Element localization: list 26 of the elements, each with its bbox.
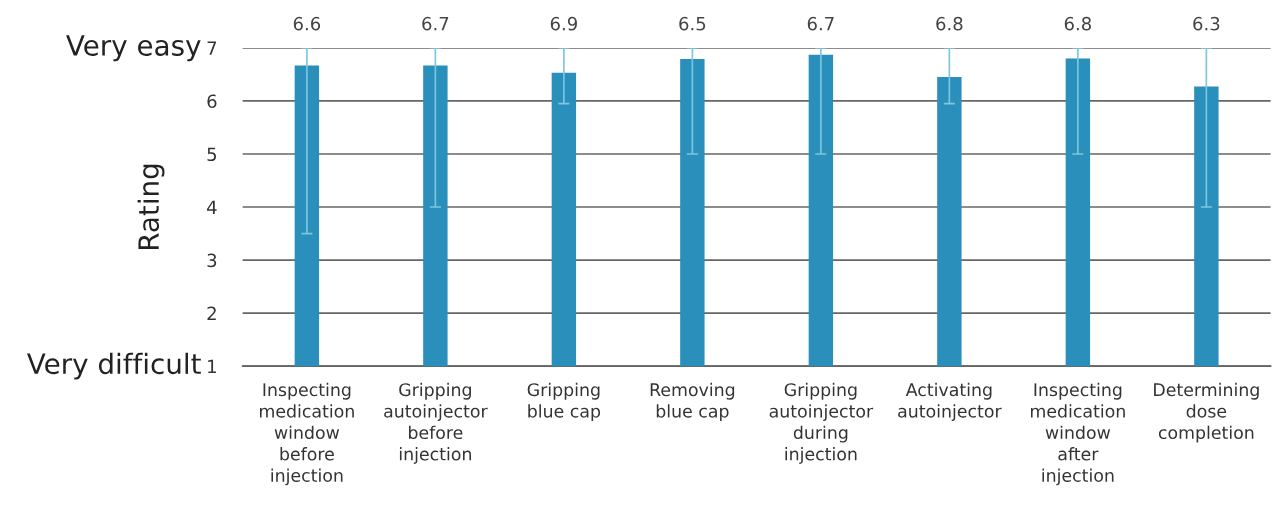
y-tick-label: 6 — [207, 94, 217, 109]
x-tick-label: Inspecting medication window after injection — [1031, 382, 1125, 486]
x-tick-label: Activating autoinjector — [898, 382, 1002, 422]
y-tick-label: 4 — [207, 200, 217, 214]
annotation: 6.7 — [807, 16, 834, 31]
x-tick-label: Gripping autoinjector before injection — [384, 382, 488, 464]
x-tick-label: Gripping blue cap — [527, 382, 601, 422]
text: Very easy — [66, 35, 201, 62]
x-tick-label: Determining dose completion — [1154, 382, 1259, 443]
y-tick-label: 7 — [207, 41, 217, 55]
annotation: 6.7 — [422, 16, 449, 31]
annotation: 6.3 — [1193, 16, 1220, 31]
y-tick-label: 2 — [207, 306, 216, 320]
y-tick-label: 3 — [207, 253, 217, 268]
y-tick-label: 1 — [208, 359, 216, 374]
x-tick-label: Gripping autoinjector during injection — [769, 382, 874, 464]
annotation: 6.5 — [679, 16, 706, 31]
annotation: 6.9 — [550, 16, 577, 31]
annotation: 6.8 — [1064, 16, 1091, 31]
x-tick-label: Removing blue cap — [650, 382, 735, 422]
y-tick-label: 5 — [207, 147, 217, 162]
text: Very difficult — [26, 352, 201, 380]
annotation: 6.8 — [936, 16, 963, 31]
y-axis-title: Rating — [137, 164, 165, 250]
x-tick-label: Inspecting medication window before injection — [260, 382, 354, 486]
annotation: 6.6 — [293, 16, 321, 31]
